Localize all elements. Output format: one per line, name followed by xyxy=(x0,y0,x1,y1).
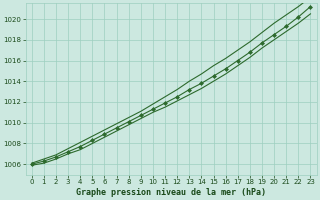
X-axis label: Graphe pression niveau de la mer (hPa): Graphe pression niveau de la mer (hPa) xyxy=(76,188,266,197)
